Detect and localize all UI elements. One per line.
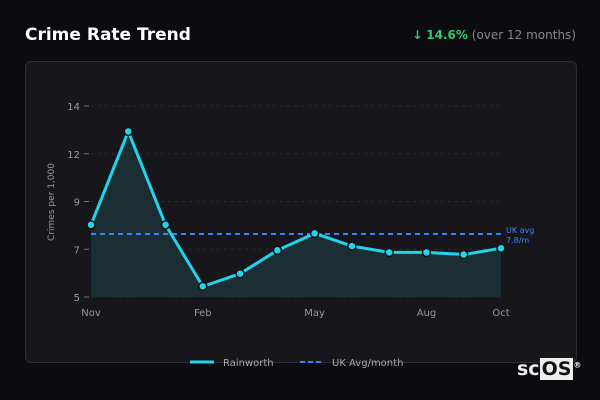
y-tick-label: 9: [74, 198, 80, 209]
x-tick-label: Oct: [492, 308, 509, 319]
change-note: (over 12 months): [471, 28, 576, 42]
y-tick-label: 7: [74, 245, 80, 256]
data-point: [347, 241, 357, 251]
series-line-rainworth: [89, 129, 502, 288]
x-tick-label: Nov: [81, 308, 101, 319]
x-tick-label: Feb: [194, 308, 212, 319]
data-point: [198, 281, 208, 292]
trend-change: ↓ 14.6% (over 12 months): [412, 28, 576, 42]
change-arrow-icon: ↓: [412, 28, 423, 42]
logo-text-a: sc: [517, 358, 540, 380]
data-point: [309, 228, 320, 239]
y-tick-label: 12: [67, 150, 80, 161]
y-tick-label: 5: [74, 293, 80, 304]
data-point: [123, 126, 134, 137]
y-axis-label: Crimes per 1,000: [47, 163, 57, 241]
y-tick-label: 14: [67, 102, 80, 113]
logo-mark: ®: [573, 360, 582, 370]
area-fill: [91, 131, 501, 297]
page-title: Crime Rate Trend: [25, 25, 191, 45]
data-point: [496, 243, 506, 253]
data-point: [458, 249, 469, 260]
data-point: [86, 220, 96, 230]
x-tick-label: May: [304, 308, 325, 319]
x-tick-label: Aug: [417, 308, 437, 319]
data-point: [235, 268, 245, 279]
logo-text-b: OS: [539, 358, 574, 380]
data-point: [421, 247, 432, 258]
data-point: [384, 247, 394, 258]
data-point: [272, 245, 283, 256]
change-percent: 14.6%: [426, 28, 468, 42]
legend-label-uk-avg: UK Avg/month: [332, 358, 403, 369]
uk-average-label: UK avg: [506, 226, 534, 235]
data-point: [160, 220, 171, 230]
legend-label-rainworth: Rainworth: [223, 358, 274, 369]
uk-average-value: 7.8/m: [506, 236, 529, 245]
scos-logo: sc OS ®: [517, 358, 581, 380]
